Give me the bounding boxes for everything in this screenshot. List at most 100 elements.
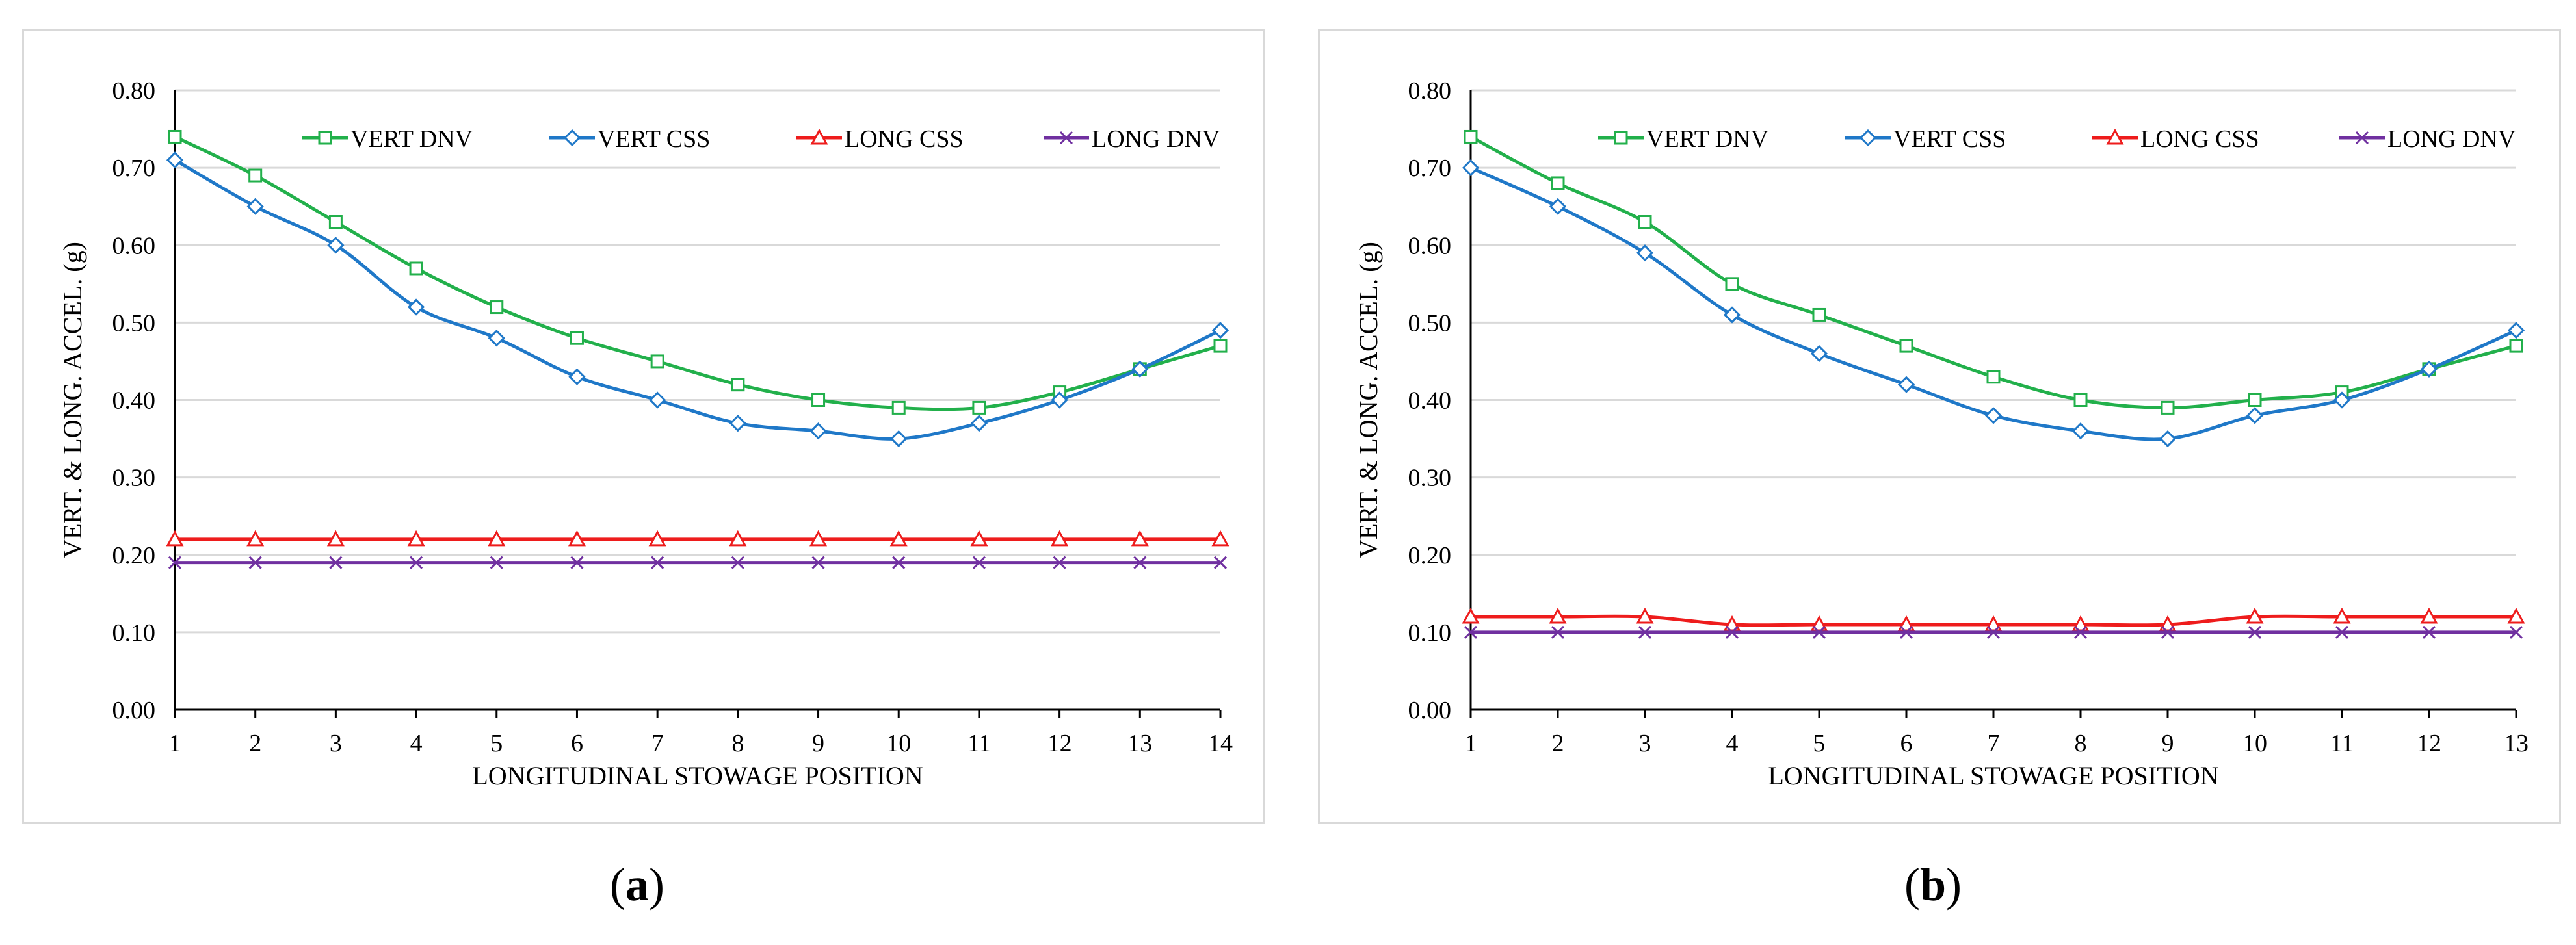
chart-a-legend-label: LONG DNV — [1092, 125, 1220, 153]
chart-a-series-line — [174, 135, 1221, 411]
chart-a-xtick-label: 11 — [967, 730, 992, 757]
chart-b-series-vert-dnv — [1464, 129, 2523, 415]
chart-b-data-point — [1986, 625, 2001, 639]
chart-a-data-point — [972, 400, 986, 415]
chart-a-xtick-label: 5 — [490, 730, 503, 757]
chart-b-xtick-label: 4 — [1726, 730, 1739, 757]
chart-a-data-point — [1131, 530, 1149, 547]
chart-a-data-point — [1051, 530, 1069, 547]
chart-a-data-point — [168, 129, 182, 144]
chart-b-series-long-css — [1462, 607, 2525, 632]
chart-a-data-point — [811, 556, 825, 569]
chart-panel-b: 0.00 0.10 0.20 0.30 0.40 0.50 0.60 0.70 0.80 1 2 3 4… — [1318, 29, 2561, 824]
chart-a-y-axis-title: VERT. & LONG. ACCEL. (g) — [58, 242, 87, 558]
chart-a-data-point — [729, 530, 747, 547]
chart-a-xtick-label: 9 — [812, 730, 824, 757]
chart-a-data-point — [248, 556, 262, 569]
chart-b-data-point — [1810, 344, 1828, 363]
chart-a-ytick-label: 0.10 — [112, 619, 156, 647]
chart-b-data-point — [1812, 625, 1826, 639]
chart-a-data-point — [889, 530, 908, 547]
chart-b-ytick-label: 0.10 — [1408, 619, 1452, 647]
chart-b-data-point — [1897, 376, 1915, 393]
chart-b-data-point — [1723, 615, 1741, 632]
chart-b-data-point — [2159, 430, 2177, 448]
chart-a-data-point — [168, 556, 182, 569]
chart-b-xtick-label: 3 — [1639, 730, 1651, 757]
chart-b-xtick-label: 2 — [1552, 730, 1564, 757]
caption-a: (a) — [610, 859, 664, 911]
chart-a-ytick-label: 0.80 — [112, 77, 156, 105]
chart-b-data-point — [1636, 607, 1654, 624]
chart-a-xtick-label: 13 — [1127, 730, 1152, 757]
chart-b-data-point — [2422, 625, 2436, 639]
chart-a-data-point — [490, 556, 503, 569]
chart-a-ytick-label: 0.60 — [112, 232, 156, 259]
chart-b-data-point — [2420, 607, 2438, 624]
chart-a-data-point — [1051, 391, 1068, 409]
chart-a-data-point — [970, 530, 988, 547]
chart-a-data-point — [1211, 530, 1229, 547]
chart-a-data-point — [811, 393, 826, 407]
chart-a-legend-marker — [563, 129, 581, 147]
chart-a-ytick-label: 0.70 — [112, 155, 156, 182]
chart-a-xtick-label: 1 — [169, 730, 181, 757]
chart-b-data-point — [2161, 400, 2175, 415]
chart-b-xtick-label: 12 — [2417, 730, 2441, 757]
chart-b-series-line — [1469, 135, 2517, 409]
chart-a-data-point — [809, 422, 827, 440]
chart-b-svg: 0.000.100.200.300.400.500.600.700.801 2 3 4… — [1354, 77, 2529, 790]
chart-b-legend-marker — [2355, 131, 2369, 145]
chart-b-data-point — [2335, 625, 2349, 639]
chart-b-data-point — [1899, 339, 1913, 353]
chart-b-legend-marker — [1859, 129, 1877, 147]
chart-b-xtick-label: 13 — [2504, 730, 2529, 757]
chart-a-data-point — [649, 391, 666, 409]
chart-b-data-point — [2071, 422, 2090, 440]
chart-a-data-point — [648, 530, 666, 547]
chart-b-data-point — [1551, 625, 1565, 639]
chart-b-ytick-label: 0.00 — [1408, 697, 1452, 724]
chart-b-ytick-label: 0.70 — [1408, 155, 1452, 182]
chart-a-svg: 0.000.100.200.300.400.500.600.700.801 2 3 4… — [58, 77, 1233, 790]
chart-a-xtick-label: 14 — [1208, 730, 1233, 757]
chart-a-ytick-label: 0.40 — [112, 387, 156, 415]
chart-b-ytick-label: 0.50 — [1408, 309, 1452, 337]
caption-b-letter: b — [1919, 859, 1947, 911]
chart-a-data-point — [246, 198, 264, 215]
chart-a-legend-marker — [318, 131, 332, 145]
chart-b-x-axis-title: LONGITUDINAL STOWAGE POSITION — [1768, 761, 2218, 790]
chart-a-series-line — [174, 159, 1222, 441]
chart-a-x-axis-title: LONGITUDINAL STOWAGE POSITION — [472, 761, 923, 790]
chart-a-data-point — [651, 556, 664, 569]
chart-b-legend-label: VERT DNV — [1646, 125, 1769, 153]
chart-b-data-point — [1986, 370, 2001, 384]
chart-a-legend-label: VERT DNV — [350, 125, 473, 153]
chart-b-data-point — [2507, 322, 2525, 339]
chart-a-ytick-label: 0.00 — [112, 697, 156, 724]
chart-a-series-long-css — [166, 530, 1229, 547]
chart-b-data-point — [2420, 360, 2438, 378]
chart-a-data-point — [329, 556, 343, 569]
chart-b-data-point — [2509, 339, 2523, 353]
chart-a-data-point — [407, 298, 425, 316]
chart-a-data-point — [972, 556, 986, 569]
chart-a-xtick-label: 12 — [1047, 730, 1072, 757]
chart-a-xtick-label: 2 — [249, 730, 261, 757]
chart-a-data-point — [488, 330, 505, 347]
chart-b-data-point — [1549, 607, 1567, 624]
chart-b-data-point — [2507, 607, 2525, 624]
chart-b-data-point — [2333, 607, 2351, 624]
chart-b-ytick-label: 0.30 — [1408, 465, 1452, 492]
chart-a-data-point — [809, 530, 828, 547]
chart-b-xtick-label: 6 — [1900, 730, 1913, 757]
chart-a-legend-marker — [1059, 131, 1073, 145]
chart-b-data-point — [1551, 176, 1565, 190]
chart-a-data-point — [729, 415, 746, 432]
chart-b-legend-label: LONG CSS — [2140, 125, 2259, 153]
chart-b-data-point — [1462, 159, 1480, 177]
chart-a-data-point — [488, 530, 506, 547]
caption-b: (b) — [1904, 859, 1962, 911]
chart-b-legend-label: VERT CSS — [1893, 125, 2006, 153]
chart-a-data-point — [407, 530, 425, 547]
